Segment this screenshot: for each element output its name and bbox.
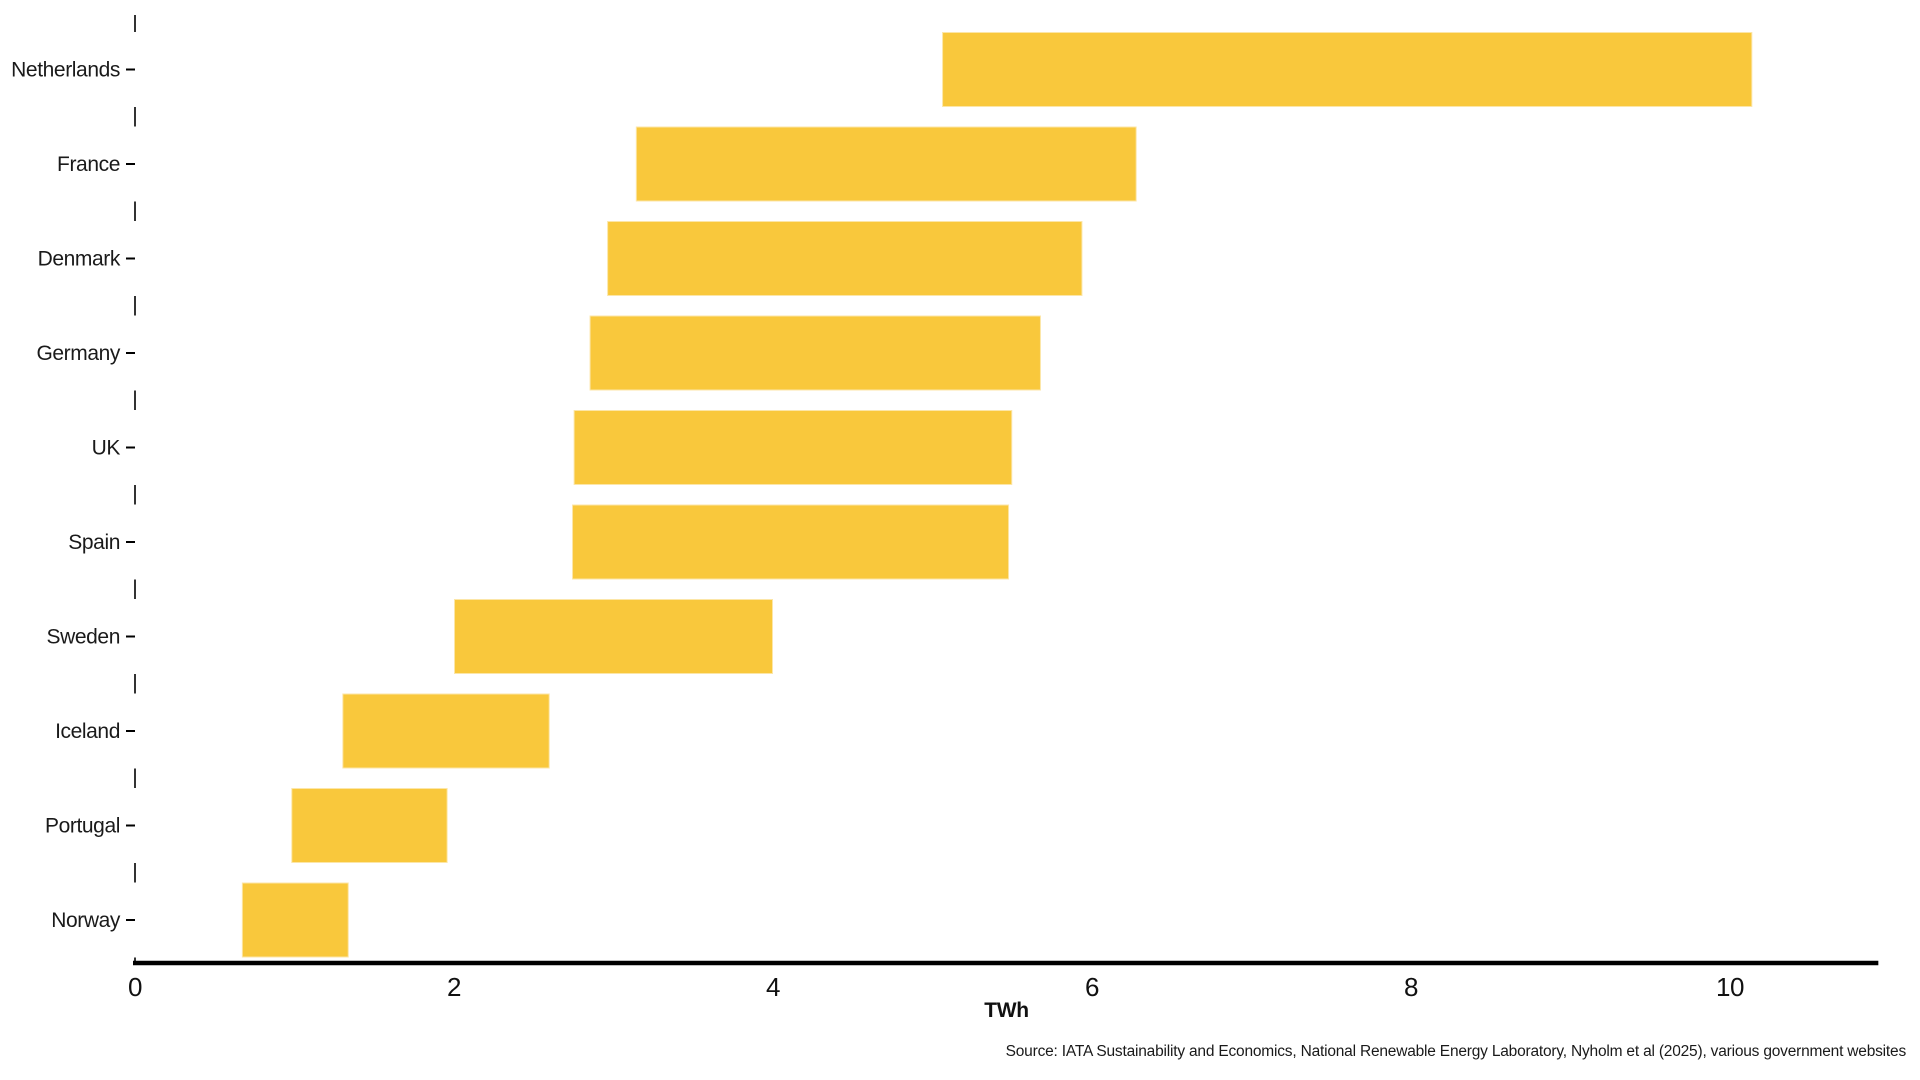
x-tick-label-0: 0	[128, 972, 142, 1002]
bar-uk	[572, 409, 1014, 486]
y-axis-label-uk: UK	[92, 437, 121, 460]
x-tick-label-4: 4	[766, 972, 780, 1002]
bar-denmark	[606, 220, 1084, 297]
y-axis-label-sweden: Sweden	[47, 626, 121, 649]
bar-spain	[571, 503, 1011, 581]
bar-germany	[588, 314, 1042, 392]
y-axis-label-france: France	[57, 153, 120, 176]
y-axis-label-denmark: Denmark	[38, 248, 121, 271]
bar-portugal	[290, 787, 449, 864]
y-axis-label-netherlands: Netherlands	[11, 59, 120, 82]
x-tick-label-10: 10	[1716, 972, 1744, 1002]
bar-iceland	[341, 692, 551, 770]
bar-sweden	[453, 598, 774, 675]
y-axis-label-germany: Germany	[36, 342, 120, 365]
x-axis-title: TWh	[984, 999, 1029, 1022]
bar-norway	[240, 881, 350, 959]
x-tick-label-8: 8	[1404, 972, 1418, 1002]
x-tick-label-6: 6	[1085, 972, 1099, 1002]
y-axis-label-norway: Norway	[51, 909, 121, 932]
y-axis-label-iceland: Iceland	[55, 720, 120, 743]
bar-netherlands	[941, 31, 1754, 108]
source-note: Source: IATA Sustainability and Economic…	[1005, 1043, 1907, 1060]
x-tick-label-2: 2	[447, 972, 461, 1002]
y-axis-label-spain: Spain	[68, 531, 120, 554]
bar-france	[634, 125, 1138, 203]
y-axis-label-portugal: Portugal	[45, 815, 120, 838]
